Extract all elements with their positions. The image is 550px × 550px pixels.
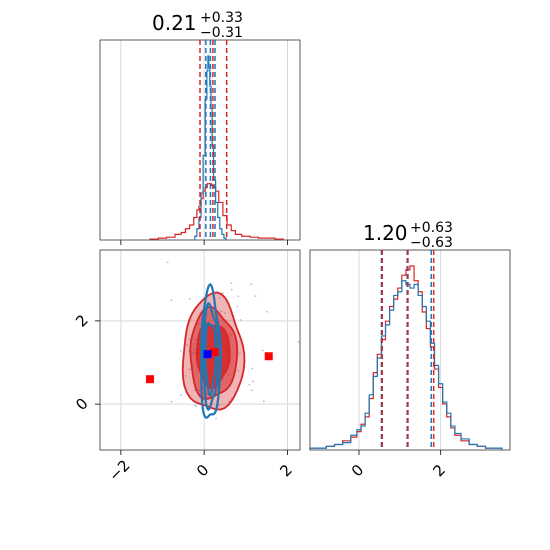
blue-contour-level-1 (202, 301, 220, 412)
p1-p2-marker-3 (203, 350, 212, 359)
blue-contour-level-0 (200, 282, 222, 420)
p1-p2-sample-point (250, 389, 253, 392)
p2-title-minus: −0.63 (410, 235, 453, 251)
p1-p2-sample-point (218, 296, 221, 299)
p1-p2-sample-point (238, 352, 241, 355)
p2-title: 1.20 +0.63 −0.63 (363, 220, 453, 251)
p1-p2-sample-point (220, 310, 223, 313)
p1-p2-sample-point (186, 343, 188, 346)
p1-p2-sample-point (250, 283, 253, 286)
p2-marginal-series-blue (309, 280, 503, 450)
p1-p2-sample-point (261, 349, 264, 352)
p1-p2-sample-point (230, 288, 233, 291)
p1-p2-sample-point (266, 310, 268, 313)
p1-p2-marker-0 (146, 375, 154, 384)
p1-p2-xticklabel-0: −2 (105, 456, 133, 484)
p1-p2-sample-point (237, 295, 240, 298)
p2-marginal-series-red (309, 265, 503, 450)
p1-p2-yticklabel-0: 0 (72, 394, 91, 413)
p1-p2-contours (166, 250, 300, 420)
p1-p2-sample-point (188, 338, 191, 341)
p1-p2-sample-point (262, 400, 265, 403)
p1-p2-sample-point (248, 383, 251, 386)
p1-marginal-series-red (149, 183, 284, 240)
p1-p2-sample-point (224, 312, 227, 315)
p2-title-plus: +0.63 (410, 220, 453, 236)
p1-p2-sample-point (170, 299, 173, 302)
p1-p2-sample-point (254, 295, 257, 298)
p1-p2-sample-point (239, 319, 242, 321)
p1-p2-sample-point (189, 297, 191, 300)
p1-p2-xticklabel-2: 2 (276, 461, 295, 480)
p1-marginal-histogram (99, 39, 301, 245)
p1-p2-sample-point (218, 404, 220, 407)
p1-p2-marker-1 (264, 352, 273, 361)
p1-p2-xticklabel-1: 0 (193, 461, 212, 480)
p1-p2-marker-2 (210, 348, 219, 357)
p1-p2-sample-point (180, 394, 182, 396)
p1-title-main: 0.21 (152, 11, 197, 35)
p1-p2-sample-point (166, 261, 169, 264)
p1-p2-sample-point (189, 368, 191, 371)
p1-p2-sample-point (252, 380, 254, 383)
p1-p2-sample-point (222, 292, 224, 295)
p1-p2-sample-point (297, 341, 300, 343)
p1-p2-sample-point (180, 349, 182, 352)
p1-p2-sample-point (215, 417, 217, 420)
p1-title: 0.21 +0.33 −0.31 (152, 10, 243, 41)
p1-title-minus: −0.31 (200, 25, 243, 41)
p1-p2-sample-point (195, 405, 197, 408)
p1-p2-contour-panel: −2 0 2 0 2 (72, 249, 301, 485)
p1-p2-sample-point (185, 375, 187, 377)
p1-p2-sample-point (236, 305, 239, 308)
p1-p2-sample-point (230, 282, 233, 285)
p1-p2-frame (99, 249, 301, 451)
p2-marginal-ticklabel-0: 0 (348, 461, 367, 480)
p1-p2-yticklabel-1: 2 (72, 311, 91, 330)
p1-title-plus: +0.33 (200, 10, 243, 26)
p1-p2-sample-point (251, 367, 254, 370)
p2-marginal-frame (309, 249, 511, 451)
p1-p2-sample-point (170, 400, 173, 403)
p2-title-main: 1.20 (363, 221, 408, 245)
p2-marginal-ticklabel-1: 2 (429, 461, 448, 480)
p1-p2-sample-point (237, 369, 240, 372)
